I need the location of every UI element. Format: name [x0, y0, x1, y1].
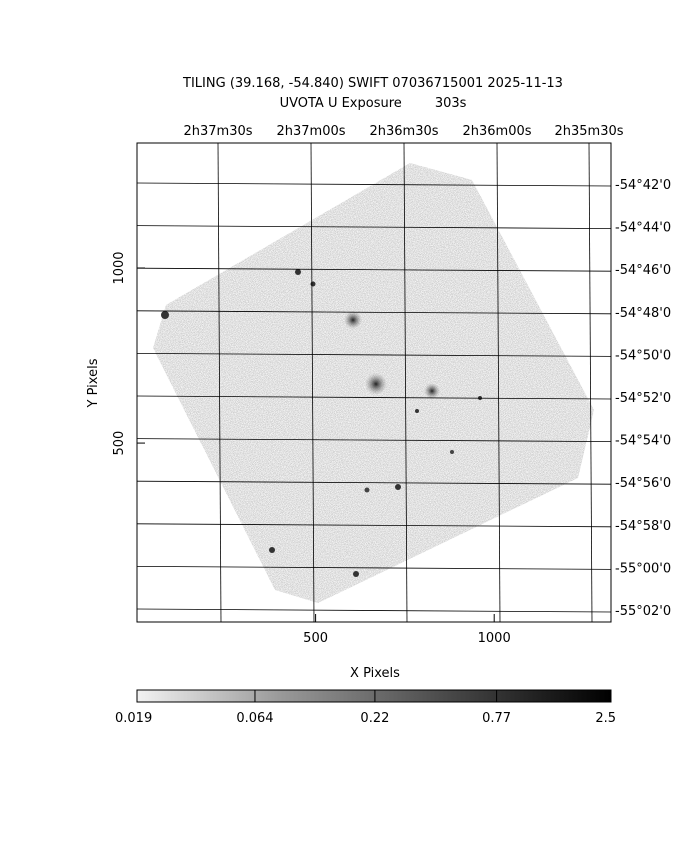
dec-tick-label: -54°50'0 [615, 348, 671, 363]
dec-tick-label: -54°56'0 [615, 476, 671, 491]
dec-tick-label: -54°44'0 [615, 221, 671, 236]
dec-grid-line [136, 225, 612, 229]
colorbar [136, 689, 612, 703]
chart-subtitle: UVOTA U Exposure 303s [280, 96, 467, 111]
dec-grid-line [136, 480, 612, 485]
x-tick-label: 1000 [478, 631, 511, 646]
colorbar-tick-label: 0.77 [482, 711, 511, 726]
ra-grid-line [403, 142, 408, 623]
dec-grid-line [136, 310, 612, 315]
ra-grid-line [496, 142, 501, 623]
y-axis-label: Y Pixels [86, 358, 101, 408]
dec-grid-line [136, 438, 612, 442]
dec-grid-line [136, 267, 612, 272]
ra-grid-line [588, 142, 593, 623]
ra-tick-label: 2h37m30s [183, 124, 252, 139]
dec-grid-line [136, 566, 612, 570]
dec-tick-label: -54°54'0 [615, 434, 671, 449]
dec-tick-label: -54°42'0 [615, 178, 671, 193]
dec-grid-line [136, 353, 612, 357]
colorbar-tick-label: 0.019 [115, 711, 152, 726]
plot-frame [136, 142, 612, 623]
y-tick-label: 1000 [112, 251, 127, 284]
chart-title: TILING (39.168, -54.840) SWIFT 070367150… [182, 76, 563, 91]
dec-tick-label: -54°58'0 [615, 519, 671, 534]
colorbar-tick-label: 2.5 [595, 711, 616, 726]
ra-tick-label: 2h36m00s [462, 124, 531, 139]
dec-grid-line [136, 395, 612, 400]
dec-tick-label: -54°46'0 [615, 263, 671, 278]
colorbar-tick-label: 0.22 [360, 711, 389, 726]
x-tick-label: 500 [303, 631, 328, 646]
dec-grid-line [136, 523, 612, 528]
ra-tick-label: 2h35m30s [554, 124, 623, 139]
dec-tick-label: -54°48'0 [615, 306, 671, 321]
ra-tick-label: 2h36m30s [369, 124, 438, 139]
dec-tick-label: -55°00'0 [615, 561, 671, 576]
dec-tick-label: -54°52'0 [615, 391, 671, 406]
ra-tick-label: 2h37m00s [276, 124, 345, 139]
ra-grid-line [310, 142, 315, 623]
sky-image [153, 163, 594, 603]
ra-grid-line [217, 142, 222, 623]
x-axis-label: X Pixels [350, 666, 400, 681]
y-tick-label: 500 [112, 431, 127, 456]
dec-grid-line [136, 182, 612, 187]
dec-tick-label: -55°02'0 [615, 604, 671, 619]
dec-grid-line [136, 608, 612, 613]
colorbar-tick-label: 0.064 [236, 711, 273, 726]
